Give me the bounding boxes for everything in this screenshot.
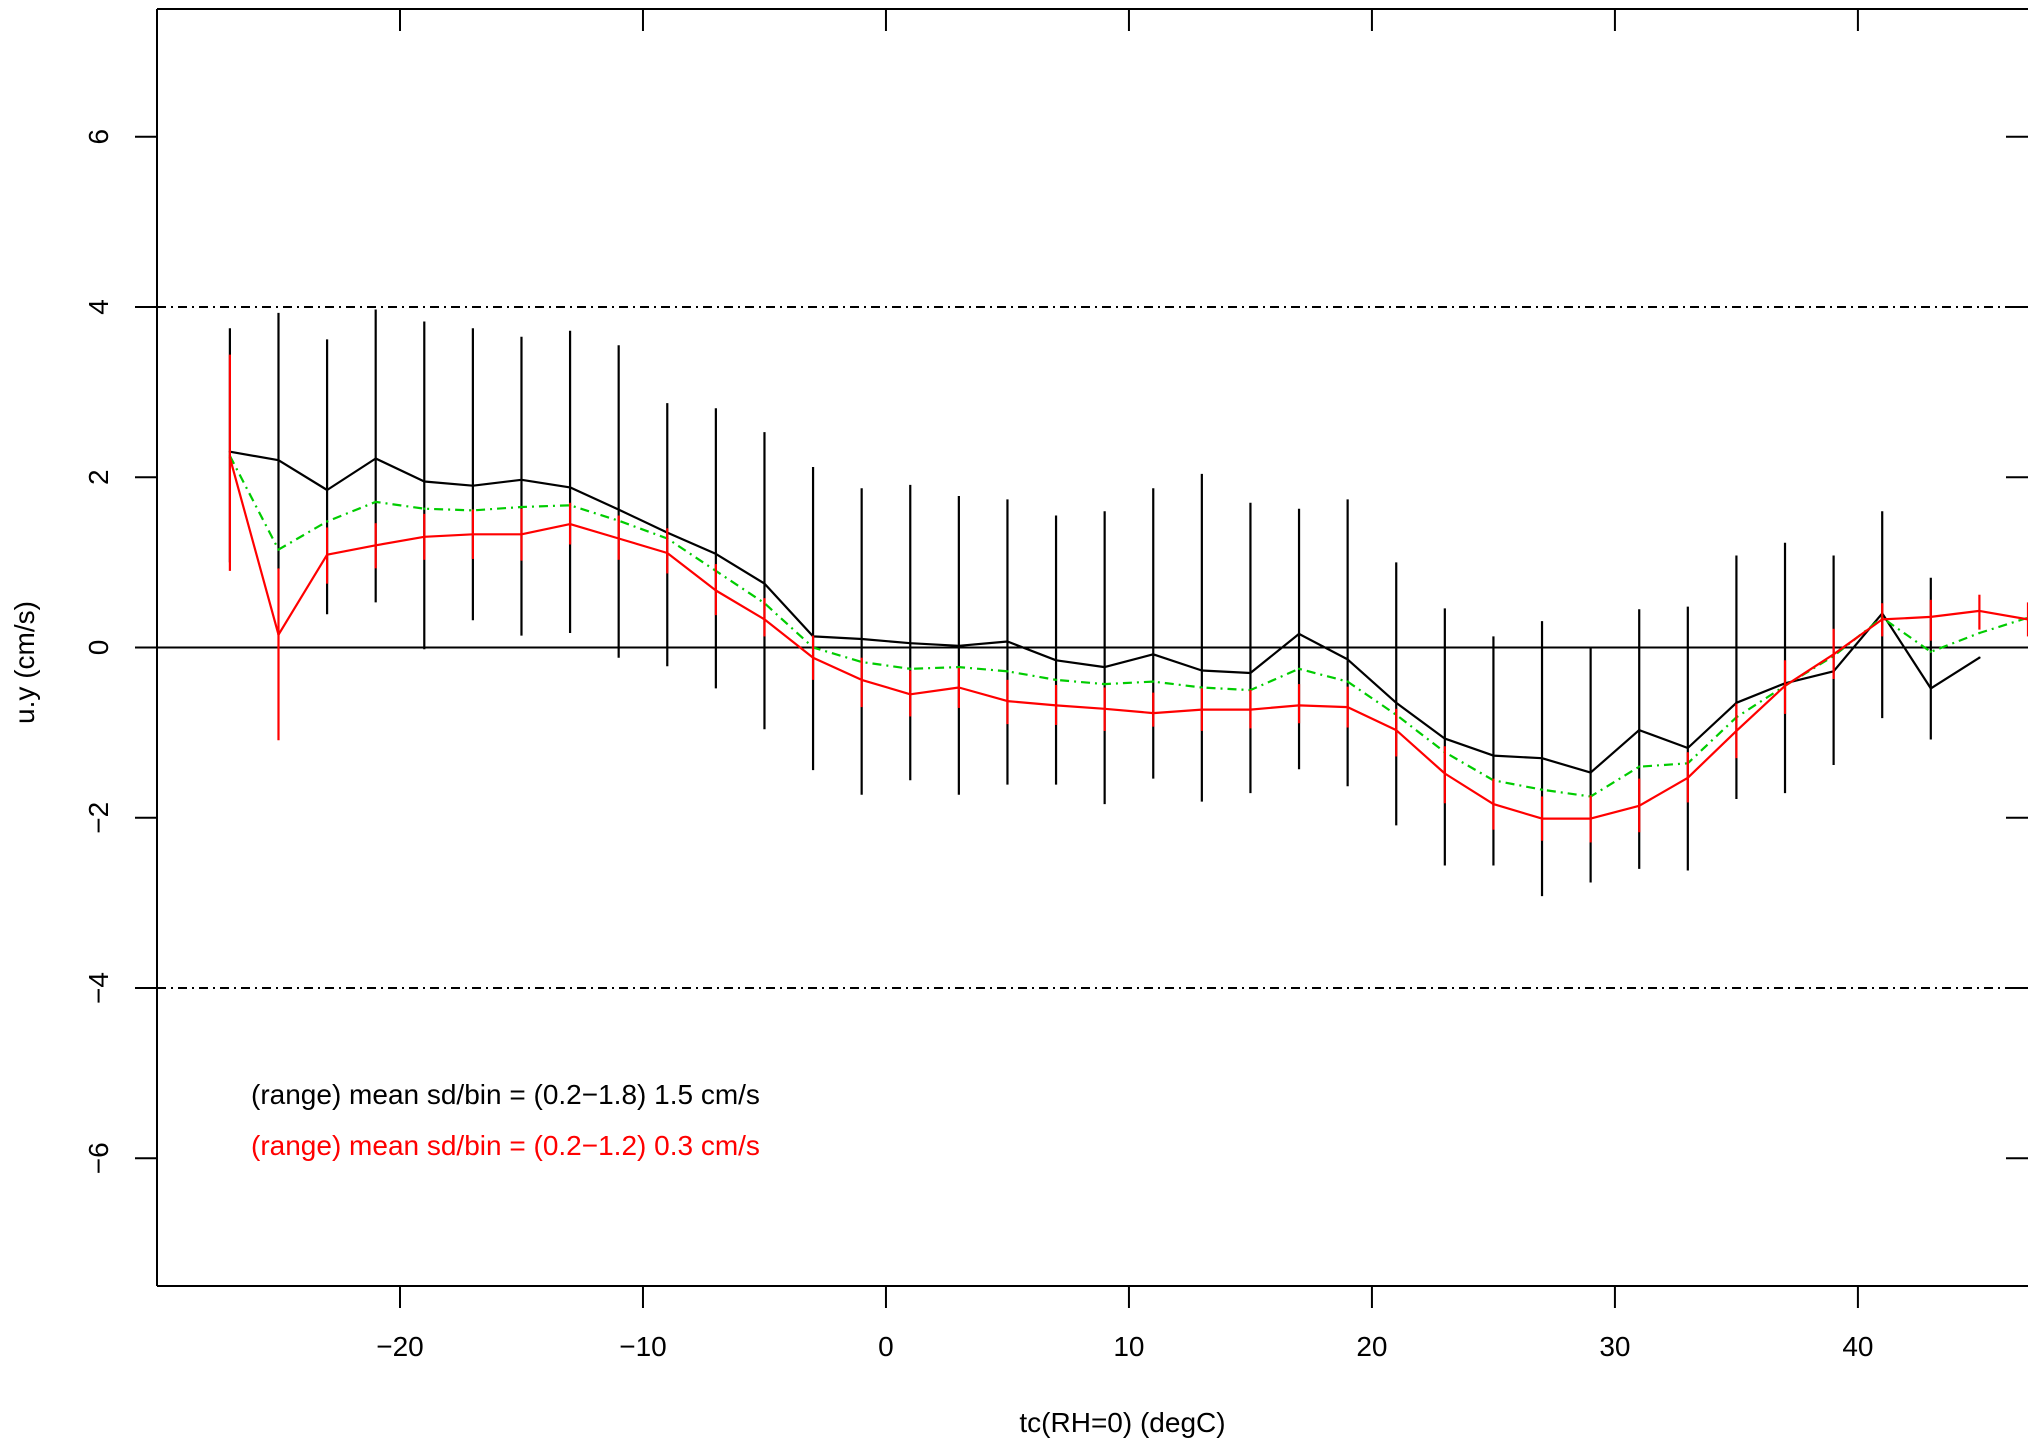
- y-tick-label-2: −2: [83, 802, 114, 834]
- reference-lines: [157, 305, 2028, 990]
- y-tick-label-0: −6: [83, 1142, 114, 1174]
- series-2-line: [228, 457, 2028, 820]
- series-1-point-2: [325, 520, 329, 523]
- x-tick-label-5: 30: [1599, 1331, 1630, 1362]
- y-tick-label-4: 2: [83, 469, 114, 485]
- series-1-point-15: [957, 665, 961, 669]
- series-1-point-3: [374, 500, 377, 504]
- series-1-point-19: [1152, 680, 1155, 683]
- series-1-point-27: [1540, 788, 1544, 791]
- x-tick-label-4: 20: [1356, 1331, 1387, 1362]
- y-tick-label-6: 6: [83, 129, 114, 145]
- y-tick-label-1: −4: [83, 972, 114, 1004]
- series-1-point-20: [1200, 686, 1204, 689]
- series-1-point-14: [909, 667, 912, 670]
- annotation-black: (range) mean sd/bin = (0.2−1.8) 1.5 cm/s: [251, 1079, 760, 1110]
- series-1-point-17: [1054, 678, 1058, 682]
- series-1-point-4: [423, 507, 426, 510]
- series-1-point-6: [520, 505, 523, 509]
- x-tick-label-2: 0: [878, 1331, 894, 1362]
- x-tick-label-1: −10: [619, 1331, 667, 1362]
- series-1-point-22: [1297, 667, 1301, 670]
- labels: tc(RH=0) (degC) u.y (cm/s) (range) mean …: [9, 601, 1226, 1438]
- series-1-point-29: [1638, 765, 1641, 768]
- data-series: [228, 309, 2028, 897]
- series-1-point-16: [1006, 670, 1009, 673]
- series-1-point-36: [1978, 631, 1981, 635]
- x-tick-label-6: 40: [1842, 1331, 1873, 1362]
- y-tick-label-3: 0: [83, 640, 114, 656]
- x-tick-label-0: −20: [376, 1331, 424, 1362]
- y-axis-label: u.y (cm/s): [9, 601, 40, 724]
- y-tick-label-5: 4: [83, 299, 114, 315]
- series-1-point-18: [1103, 682, 1106, 686]
- series-0-point-36: [1978, 656, 1981, 659]
- series-1-point-1: [277, 548, 280, 551]
- x-axis-label: tc(RH=0) (degC): [1019, 1407, 1225, 1438]
- x-tick-label-3: 10: [1113, 1331, 1144, 1362]
- series-1-line: [228, 455, 2028, 798]
- series-1-point-35: [1929, 650, 1933, 653]
- annotation-red: (range) mean sd/bin = (0.2−1.2) 0.3 cm/s: [251, 1130, 760, 1161]
- series-1-point-23: [1346, 680, 1349, 683]
